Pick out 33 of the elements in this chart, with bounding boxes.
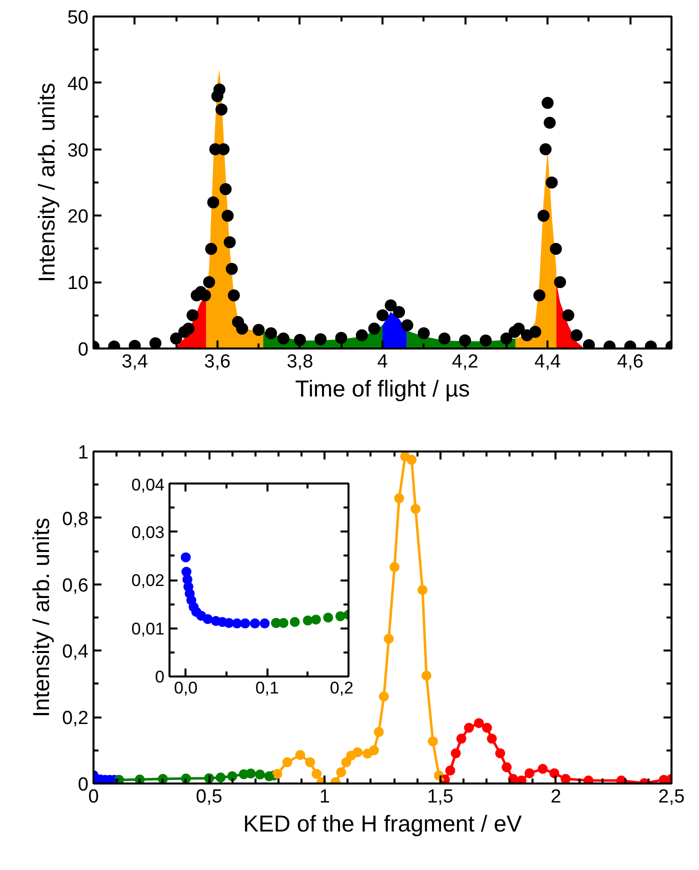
x-tick-label: 0,5 [196,786,222,808]
y-tick-label: 0,8 [62,508,89,530]
x-tick-label: 4,6 [617,352,644,372]
y-tick-label: 20 [67,206,89,228]
y-tick-label: 0,01 [131,619,165,638]
y-tick-label: 0,4 [62,642,89,663]
x-tick-label: 0,1 [255,678,279,698]
y-tick-label: 10 [67,273,89,294]
y-axis-title: Intensity / arb. units [28,518,54,718]
y-tick-label: 1 [78,442,89,464]
x-axis-title: KED of the H fragment / eV [243,810,522,836]
y-tick-label: 50 [67,8,89,28]
x-tick-label: 3,4 [122,352,148,372]
x-tick-label: 2 [550,786,562,808]
y-tick-label: 0,02 [131,571,165,590]
x-tick-label: 2,5 [658,786,685,808]
x-tick-label: 0,0 [174,678,198,698]
x-tick-label: 4,2 [452,352,478,372]
y-tick-label: 0,6 [62,575,89,596]
y-tick-label: 0,2 [62,708,89,730]
x-axis-title: Time of flight / µs [295,376,470,402]
x-tick-label: 1,5 [427,786,454,808]
y-axis-title: Intensity / arb. units [33,82,60,282]
x-tick-label: 4 [377,352,388,372]
x-tick-label: 3,8 [286,352,314,372]
x-tick-label: 3,6 [204,352,231,372]
x-tick-label: 4,4 [534,352,562,372]
y-tick-label: 30 [67,140,89,162]
x-tick-label: 1 [319,786,330,808]
x-tick-label: 0,2 [330,678,354,698]
y-tick-label: 0,03 [131,522,165,542]
y-tick-label: 0,04 [131,476,165,494]
y-tick-label: 40 [67,74,89,95]
